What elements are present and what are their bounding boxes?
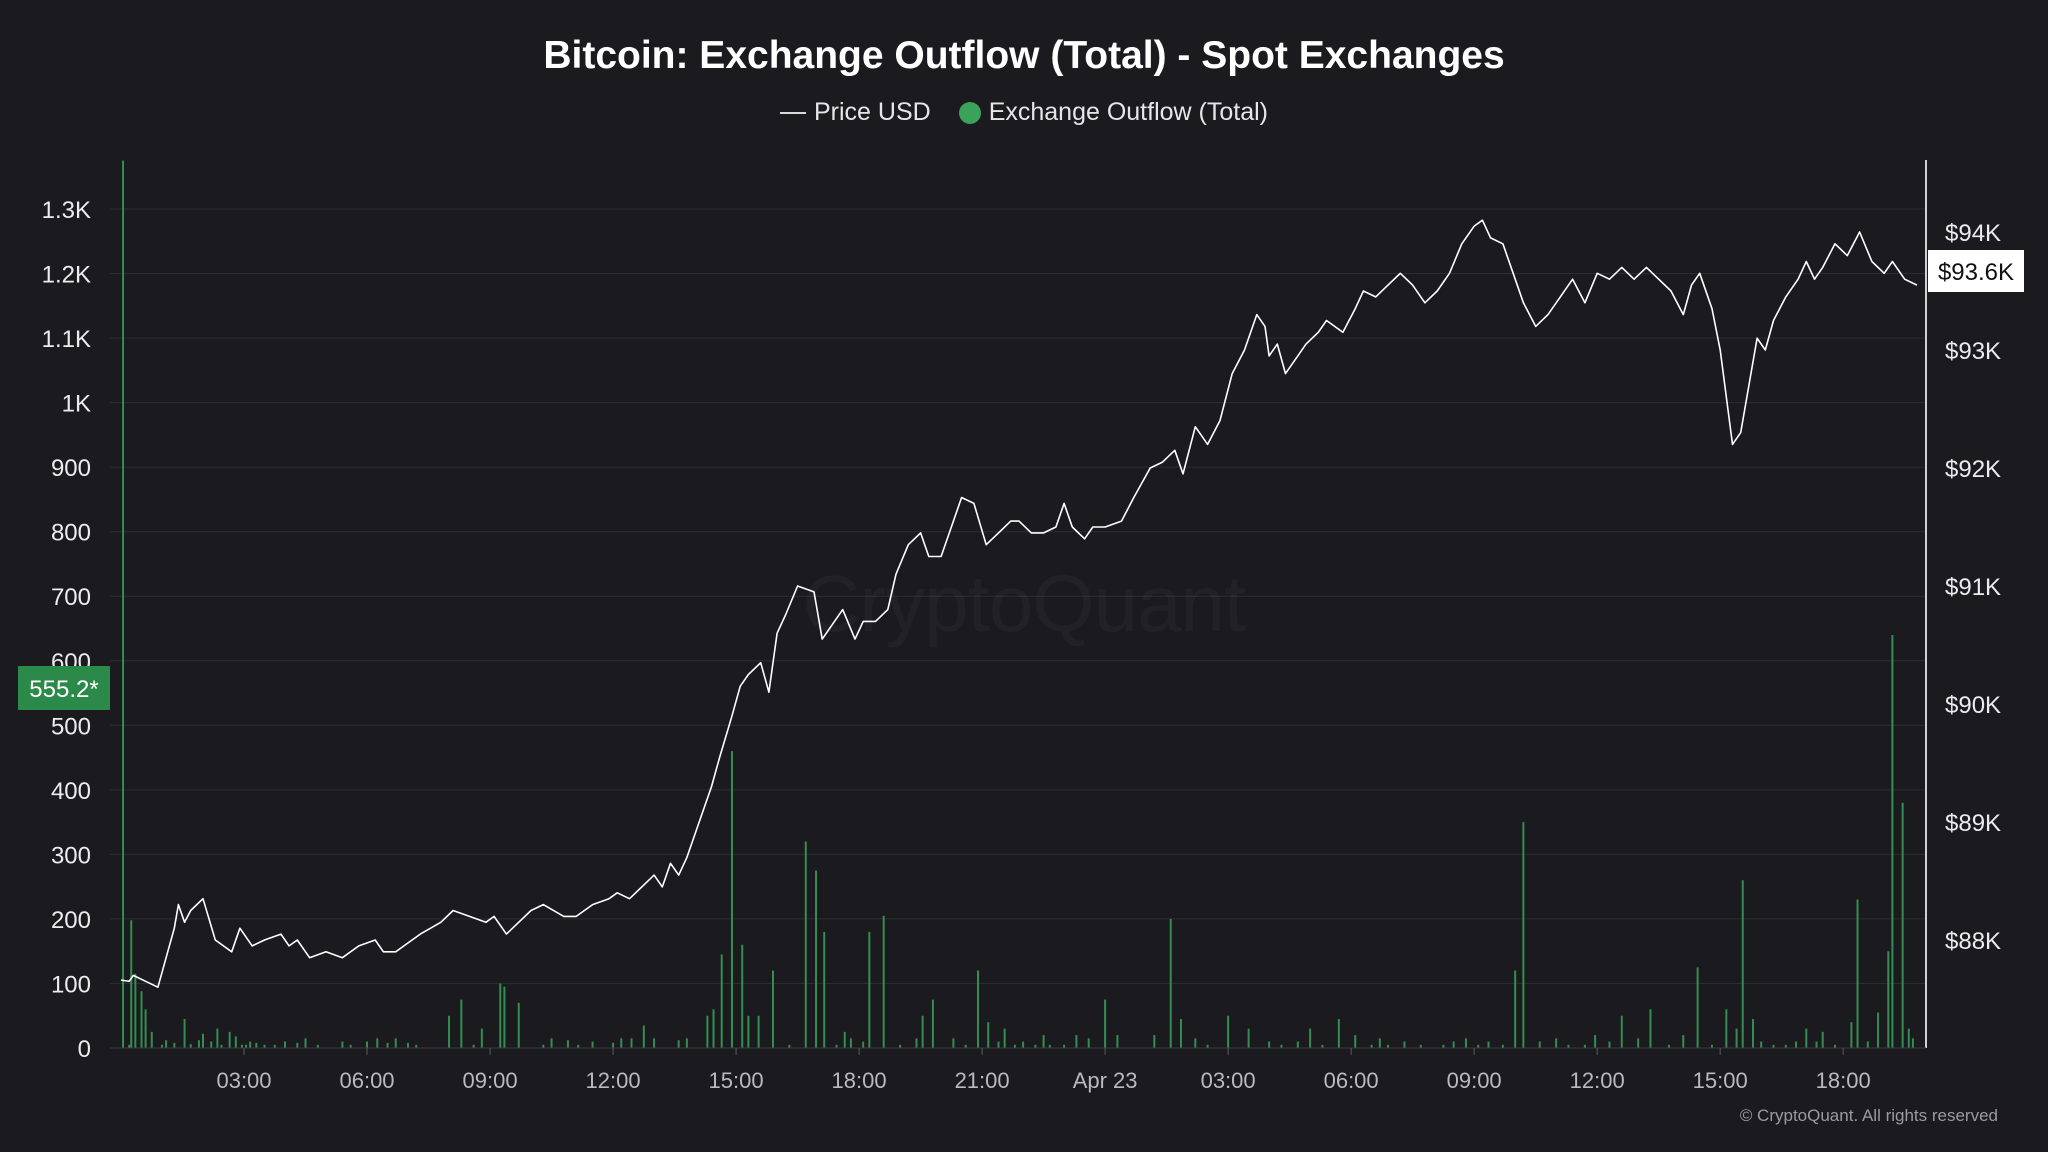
y-left-tick-label: 500 [51, 713, 91, 740]
x-tick-label: 06:00 [339, 1068, 394, 1093]
y-right-tick-label: $92K [1945, 456, 2001, 483]
y-left-tick-label: 700 [51, 584, 91, 611]
y-right-tick-label: $91K [1945, 574, 2001, 601]
y-left-tick-label: 300 [51, 842, 91, 869]
x-tick-label: Apr 23 [1073, 1068, 1138, 1093]
outflow-bars [122, 160, 1914, 1048]
x-tick-label: 21:00 [955, 1068, 1010, 1093]
current-outflow-value: 555.2* [29, 676, 98, 703]
x-tick-label: 09:00 [463, 1068, 518, 1093]
x-tick-label: 12:00 [586, 1068, 641, 1093]
y-right-tick-label: $89K [1945, 810, 2001, 837]
current-price-value: $93.6K [1938, 259, 2014, 286]
x-tick-label: 03:00 [216, 1068, 271, 1093]
legend-dot-icon [958, 101, 981, 124]
x-tick-label: 03:00 [1201, 1068, 1256, 1093]
x-tick-label: 18:00 [832, 1068, 887, 1093]
tick-labels: 01002003004005006007008009001K1.1K1.2K1.… [42, 197, 2001, 1093]
y-left-tick-label: 1.2K [42, 262, 91, 289]
current-price-badge: $93.6K [1928, 250, 2024, 292]
y-left-tick-label: 0 [78, 1036, 91, 1063]
y-left-tick-label: 1K [62, 391, 91, 418]
watermark-logo-text: CryptoQuant [0, 558, 2048, 650]
legend-label-outflow: Exchange Outflow (Total) [988, 98, 1268, 126]
current-outflow-badge: 555.2* [18, 666, 110, 710]
y-right-tick-label: $90K [1945, 692, 2001, 719]
y-right-tick-label: $93K [1945, 338, 2001, 365]
x-tick-label: 18:00 [1816, 1068, 1871, 1093]
y-left-tick-label: 100 [51, 971, 91, 998]
copyright-notice: © CryptoQuant. All rights reserved [1739, 1106, 1998, 1125]
y-left-tick-label: 1.3K [42, 197, 91, 224]
x-tick-label: 06:00 [1324, 1068, 1379, 1093]
x-tick-label: 09:00 [1447, 1068, 1502, 1093]
y-left-tick-label: 900 [51, 455, 91, 482]
axes [110, 160, 1927, 1049]
y-left-tick-label: 200 [51, 907, 91, 934]
x-tick-label: 15:00 [709, 1068, 764, 1093]
y-left-tick-label: 400 [51, 778, 91, 805]
y-left-tick-label: 800 [51, 520, 91, 547]
value-badges: 555.2* $93.6K [18, 250, 2024, 710]
legend-line-icon [780, 111, 806, 114]
y-right-tick-label: $88K [1945, 928, 2001, 955]
legend-item-price[interactable]: Price USD [780, 98, 931, 127]
legend-label-price: Price USD [814, 98, 931, 126]
legend: Price USD Exchange Outflow (Total) [0, 98, 2048, 127]
gridlines [110, 208, 1926, 1049]
current-price-badge-bg [1928, 250, 2024, 292]
price-line-layer [120, 219, 1918, 988]
chart-title: Bitcoin: Exchange Outflow (Total) - Spot… [543, 34, 1505, 77]
current-outflow-badge-bg [18, 666, 110, 710]
price-line [120, 219, 1918, 988]
x-tick-label: 12:00 [1570, 1068, 1625, 1093]
legend-item-outflow[interactable]: Exchange Outflow (Total) [958, 98, 1268, 127]
x-tick-label: 15:00 [1693, 1068, 1748, 1093]
y-right-tick-label: $94K [1945, 220, 2001, 247]
y-left-tick-label: 1.1K [42, 326, 91, 353]
